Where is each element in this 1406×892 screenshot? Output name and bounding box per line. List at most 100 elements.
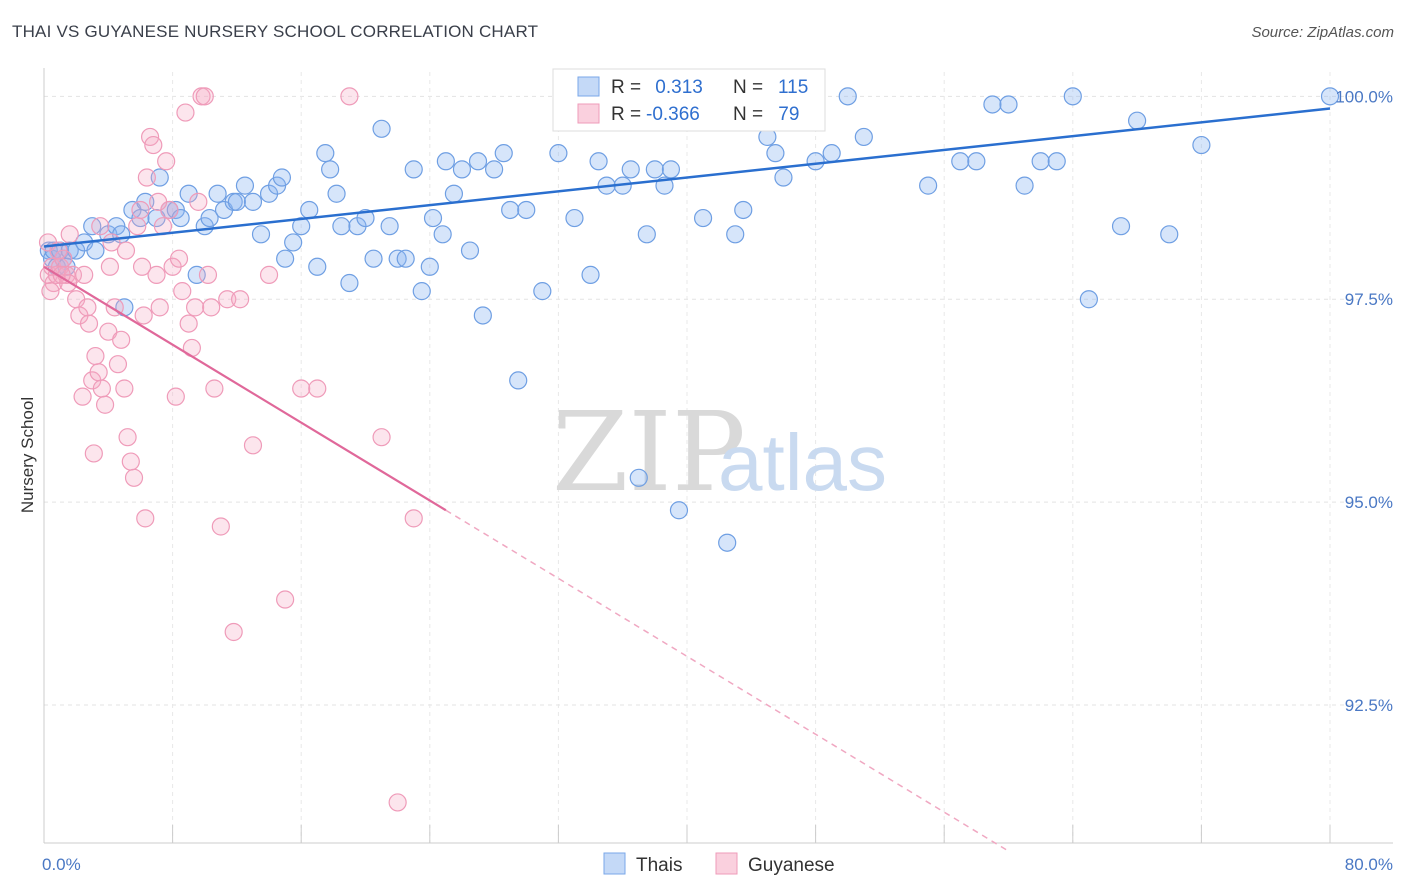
point-0-37 [272, 168, 292, 187]
point-0-27 [200, 208, 219, 228]
point-1-74 [78, 298, 97, 317]
point-0-103 [983, 95, 1002, 114]
legend-r-value-thais: 0.313 [650, 77, 703, 98]
legend-n-label-thais: N = [733, 77, 763, 98]
point-0-43 [316, 144, 335, 163]
point-1-56 [231, 290, 250, 309]
point-0-44 [321, 160, 340, 179]
point-1-65 [404, 509, 423, 528]
point-0-54 [396, 249, 415, 268]
point-0-38 [276, 249, 295, 268]
point-0-68 [501, 200, 520, 220]
y-axis-label: Nursery School [18, 397, 37, 513]
trend-line-guyanese-extrapolated [445, 509, 1009, 852]
point-1-54 [218, 290, 237, 309]
point-1-49 [195, 87, 214, 106]
point-1-51 [202, 298, 221, 317]
point-0-66 [485, 160, 504, 179]
point-1-25 [118, 428, 137, 447]
point-0-100 [919, 176, 938, 195]
point-1-52 [205, 379, 224, 398]
point-1-55 [224, 622, 243, 642]
y-tick-label-1: 95.0% [1345, 493, 1393, 512]
point-0-51 [372, 119, 391, 138]
point-1-34 [147, 265, 166, 284]
point-0-113 [1320, 87, 1340, 106]
point-0-97 [822, 144, 841, 163]
point-1-70 [132, 257, 152, 276]
point-1-35 [150, 298, 169, 317]
point-1-60 [292, 379, 311, 398]
point-0-28 [208, 184, 227, 203]
point-0-65 [473, 306, 492, 325]
point-0-50 [364, 249, 383, 268]
point-1-30 [134, 306, 153, 325]
bottom-legend-swatch-thais [603, 852, 626, 875]
point-0-81 [637, 225, 656, 244]
point-0-60 [436, 152, 455, 171]
point-1-26 [121, 452, 140, 471]
point-1-68 [100, 257, 120, 276]
point-1-50 [198, 265, 218, 284]
point-1-16 [89, 363, 108, 382]
point-0-41 [300, 200, 319, 220]
point-1-72 [149, 192, 168, 211]
point-0-72 [549, 144, 568, 163]
legend-n-value-guyanese: 79 [773, 104, 799, 125]
point-0-114 [1160, 225, 1179, 244]
point-0-49 [356, 208, 375, 228]
axes [43, 68, 1393, 844]
point-1-40 [166, 387, 185, 406]
point-1-64 [388, 793, 407, 812]
point-1-22 [108, 355, 128, 374]
legend-r-label-guyanese: R = [611, 104, 641, 125]
point-1-59 [276, 590, 295, 609]
point-1-42 [173, 282, 192, 301]
legend-r-value-guyanese: -0.366 [646, 104, 700, 125]
point-0-57 [420, 257, 439, 276]
point-1-27 [124, 468, 144, 487]
point-0-74 [565, 208, 584, 228]
point-0-80 [629, 468, 648, 487]
point-0-99 [854, 127, 873, 147]
point-0-47 [340, 273, 359, 293]
point-1-15 [86, 346, 105, 366]
watermark: ZIP atlas [552, 388, 887, 516]
point-0-108 [1063, 87, 1082, 106]
point-0-11 [86, 241, 105, 260]
point-1-33 [144, 135, 163, 155]
legend-n-label-guyanese: N = [733, 104, 763, 125]
point-1-58 [259, 265, 279, 284]
chart-source: Source: ZipAtlas.com [1251, 24, 1394, 41]
point-1-31 [137, 168, 156, 187]
point-0-67 [494, 144, 513, 163]
bottom-legend-swatch-guyanese [715, 852, 738, 875]
point-1-69 [116, 241, 136, 260]
y-tick-label-2: 97.5% [1345, 290, 1393, 309]
point-0-111 [1127, 111, 1147, 130]
point-1-73 [91, 217, 110, 236]
y-tick-label-0: 92.5% [1345, 696, 1393, 715]
point-0-58 [423, 208, 443, 228]
point-0-89 [718, 533, 737, 552]
trend-line-thais [43, 107, 1331, 248]
bottom-legend: Thais Guyanese [603, 852, 835, 876]
point-1-41 [169, 249, 189, 268]
point-0-63 [460, 241, 480, 260]
point-0-59 [433, 225, 452, 244]
point-1-43 [176, 103, 195, 122]
point-1-46 [186, 298, 205, 317]
point-0-52 [380, 217, 399, 236]
point-0-33 [243, 192, 263, 211]
point-0-107 [1047, 152, 1066, 171]
point-0-85 [669, 501, 689, 520]
legend-n-value-thais: 115 [778, 77, 808, 98]
point-0-109 [1079, 290, 1098, 309]
point-1-13 [79, 314, 99, 333]
point-1-53 [211, 517, 230, 536]
chart-title: THAI VS GUYANESE NURSERY SCHOOL CORRELAT… [12, 22, 539, 41]
point-0-75 [581, 265, 600, 284]
point-0-110 [1111, 217, 1131, 236]
point-0-62 [452, 160, 472, 179]
